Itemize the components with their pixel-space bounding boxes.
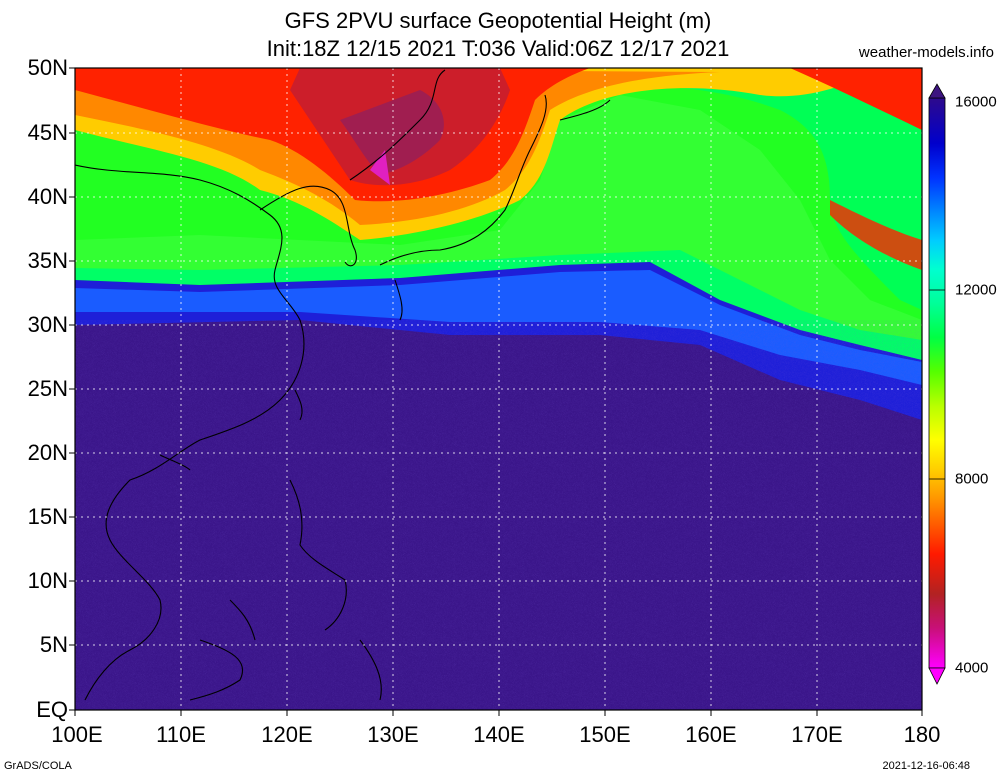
lon-label: 140E bbox=[473, 722, 525, 747]
colorbar-label: 4000 bbox=[955, 659, 989, 677]
lon-label: 180 bbox=[903, 722, 941, 747]
footer-software: GrADS/COLA bbox=[4, 760, 72, 772]
coastlines bbox=[75, 69, 611, 701]
lon-label: 130E bbox=[367, 722, 419, 747]
lon-label: 160E bbox=[685, 722, 737, 747]
graticule bbox=[75, 68, 922, 710]
colorbar-label: 8000 bbox=[955, 470, 989, 488]
colorbar bbox=[928, 83, 946, 685]
lat-label: 15N bbox=[27, 504, 68, 529]
lat-label: 25N bbox=[27, 376, 68, 401]
site-credit: weather-models.info bbox=[858, 44, 994, 61]
chart-subtitle: Init:18Z 12/15 2021 T:036 Valid:06Z 12/1… bbox=[266, 36, 730, 61]
colorbar-label: 12000 bbox=[955, 281, 997, 299]
lon-label: 150E bbox=[579, 722, 631, 747]
lat-label: EQ bbox=[36, 697, 68, 722]
axis-ticks bbox=[69, 67, 923, 716]
lon-label: 170E bbox=[791, 722, 843, 747]
lat-label: 20N bbox=[27, 440, 68, 465]
lat-label: 35N bbox=[27, 248, 68, 273]
lon-label: 120E bbox=[261, 722, 313, 747]
lat-label: 10N bbox=[27, 568, 68, 593]
lat-label: 5N bbox=[39, 632, 68, 657]
lon-label: 100E bbox=[51, 722, 103, 747]
footer-timestamp: 2021-12-16-06:48 bbox=[882, 760, 970, 772]
chart-title: GFS 2PVU surface Geopotential Height (m) bbox=[284, 8, 712, 33]
lat-label: 50N bbox=[27, 55, 68, 80]
lat-label: 30N bbox=[27, 312, 68, 337]
lon-label: 110E bbox=[156, 722, 206, 747]
lat-label: 40N bbox=[27, 184, 68, 209]
colorbar-label: 16000 bbox=[955, 93, 997, 111]
lat-label: 45N bbox=[27, 120, 68, 145]
